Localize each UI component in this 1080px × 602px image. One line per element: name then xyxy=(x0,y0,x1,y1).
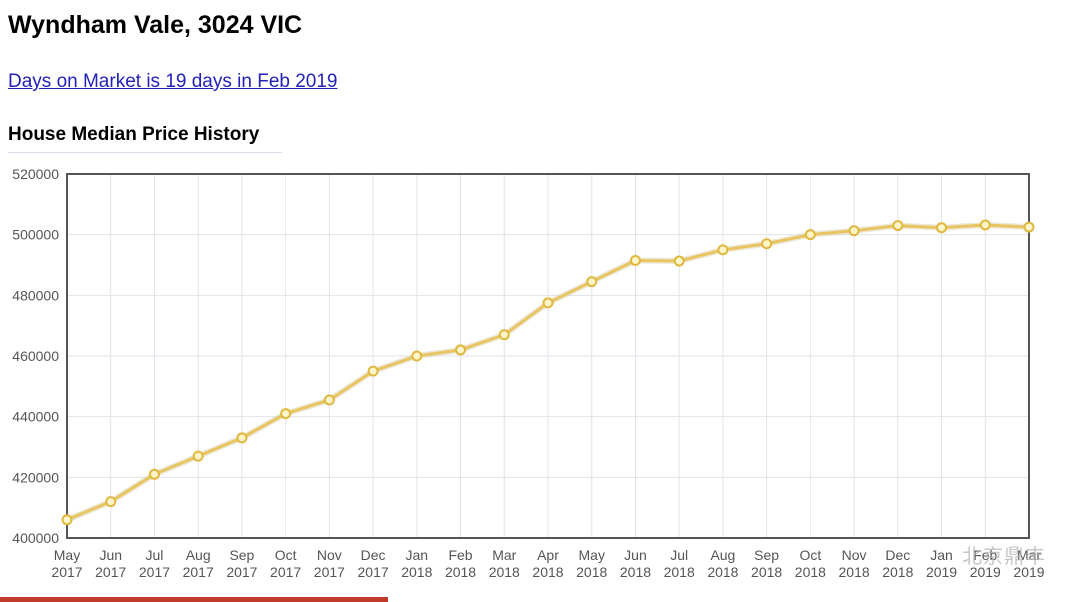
data-point xyxy=(367,365,379,377)
x-tick-label: Sep xyxy=(754,547,779,563)
data-point xyxy=(1023,221,1035,233)
data-point xyxy=(629,254,641,266)
data-point xyxy=(717,244,729,256)
x-tick-label: Oct xyxy=(799,547,821,563)
x-tick-label: 2018 xyxy=(707,564,738,580)
x-tick-label: Aug xyxy=(186,547,211,563)
y-tick-label: 400000 xyxy=(12,530,59,546)
x-tick-label: 2017 xyxy=(270,564,301,580)
data-point xyxy=(542,297,554,309)
x-tick-label: 2019 xyxy=(1013,564,1044,580)
y-tick-label: 440000 xyxy=(12,409,59,425)
x-tick-label: 2018 xyxy=(751,564,782,580)
data-point xyxy=(280,408,292,420)
data-point xyxy=(323,394,335,406)
x-tick-label: 2018 xyxy=(620,564,651,580)
data-point xyxy=(455,344,467,356)
x-tick-label: 2019 xyxy=(970,564,1001,580)
x-tick-label: May xyxy=(579,547,605,563)
x-tick-label: 2018 xyxy=(532,564,563,580)
x-tick-label: Oct xyxy=(275,547,297,563)
y-tick-label: 460000 xyxy=(12,348,59,364)
data-point xyxy=(498,329,510,341)
x-tick-label: Jul xyxy=(670,547,688,563)
heading-divider xyxy=(8,152,282,153)
x-tick-label: Dec xyxy=(361,547,386,563)
median-price-line-chart: 520000 500000 480000 460000 440000 420000 4000… xyxy=(12,166,1044,580)
data-point xyxy=(236,432,248,444)
x-tick-label: Sep xyxy=(229,547,254,563)
x-tick-label: Mar xyxy=(492,547,516,563)
data-point xyxy=(148,468,160,480)
data-point xyxy=(411,350,423,362)
y-tick-label: 420000 xyxy=(12,469,59,485)
x-tick-label: 2018 xyxy=(445,564,476,580)
x-tick-label: 2019 xyxy=(926,564,957,580)
x-tick-label: Jan xyxy=(406,547,429,563)
data-point xyxy=(192,450,204,462)
data-point xyxy=(848,225,860,237)
x-tick-label: 2017 xyxy=(226,564,257,580)
y-tick-label: 500000 xyxy=(12,227,59,243)
x-tick-label: 2017 xyxy=(139,564,170,580)
x-tick-label: 2018 xyxy=(664,564,695,580)
x-tick-label: Nov xyxy=(842,547,867,563)
x-tick-label: Mar xyxy=(1017,547,1041,563)
page-title: Wyndham Vale, 3024 VIC xyxy=(8,11,303,39)
x-tick-label: Apr xyxy=(537,547,559,563)
y-tick-label: 480000 xyxy=(12,287,59,303)
x-tick-label: 2018 xyxy=(839,564,870,580)
x-tick-label: 2018 xyxy=(795,564,826,580)
x-tick-label: 2017 xyxy=(314,564,345,580)
x-tick-label: 2017 xyxy=(183,564,214,580)
plot-border xyxy=(66,173,1030,539)
x-tick-label: Jan xyxy=(930,547,953,563)
x-tick-label: Jun xyxy=(624,547,647,563)
x-tick-label: Dec xyxy=(885,547,910,563)
x-tick-label: Jul xyxy=(146,547,164,563)
x-tick-label: 2017 xyxy=(358,564,389,580)
data-point xyxy=(979,219,991,231)
data-point xyxy=(586,276,598,288)
data-point xyxy=(936,222,948,234)
x-tick-label: Feb xyxy=(448,547,472,563)
data-point xyxy=(61,514,73,526)
x-tick-label: 2018 xyxy=(882,564,913,580)
x-tick-label: May xyxy=(54,547,80,563)
x-tick-label: 2018 xyxy=(401,564,432,580)
data-point xyxy=(673,255,685,267)
x-tick-label: 2018 xyxy=(576,564,607,580)
x-tick-label: 2018 xyxy=(489,564,520,580)
data-point xyxy=(804,229,816,241)
y-tick-label: 520000 xyxy=(12,166,59,182)
accent-bar xyxy=(0,597,388,602)
x-tick-label: Aug xyxy=(710,547,735,563)
x-tick-label: 2017 xyxy=(95,564,126,580)
section-heading: House Median Price History xyxy=(8,124,260,145)
data-point xyxy=(892,220,904,232)
data-point xyxy=(761,238,773,250)
days-on-market-link[interactable]: Days on Market is 19 days in Feb 2019 xyxy=(8,71,338,92)
x-tick-label: 2017 xyxy=(51,564,82,580)
watermark-text: 北京鼎丰 xyxy=(962,544,1046,568)
x-tick-label: Nov xyxy=(317,547,342,563)
data-point xyxy=(105,496,117,508)
x-tick-label: Jun xyxy=(99,547,122,563)
x-tick-label: Feb xyxy=(973,547,997,563)
